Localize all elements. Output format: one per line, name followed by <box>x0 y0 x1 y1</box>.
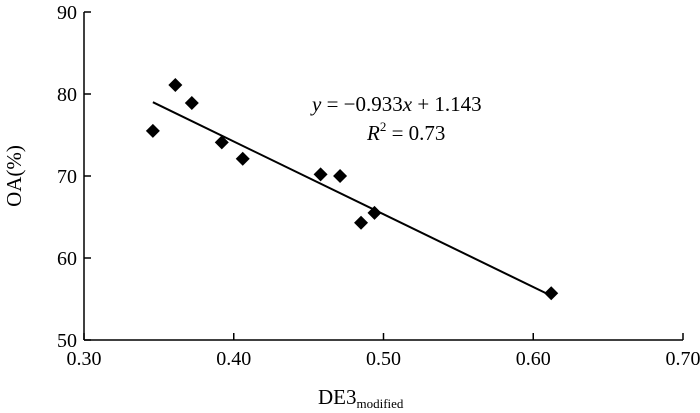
data-point <box>333 169 348 183</box>
x-tick-label: 0.30 <box>67 348 102 370</box>
x-axis-title: DE3modified <box>318 385 404 411</box>
data-point <box>544 286 559 301</box>
x-tick-label: 0.50 <box>366 348 401 370</box>
trend-line <box>152 101 552 297</box>
y-axis-title: OA(%) <box>2 145 26 207</box>
y-tick-label: 60 <box>57 248 77 270</box>
y-tick-label: 80 <box>57 84 77 106</box>
data-point <box>313 167 328 182</box>
data-points <box>145 77 559 301</box>
equation-annotation: y = −0.933x + 1.143 <box>310 92 482 116</box>
x-tick-label: 0.70 <box>666 348 700 370</box>
y-ticks: 50 60 70 80 90 <box>57 2 91 352</box>
y-tick-label: 50 <box>57 330 77 352</box>
x-ticks: 0.30 0.40 0.50 0.60 0.70 <box>67 333 700 370</box>
data-point <box>168 77 183 92</box>
data-point <box>354 215 369 230</box>
data-point <box>145 123 160 138</box>
y-tick-label: 90 <box>57 2 77 24</box>
r-squared-annotation: R2 = 0.73 <box>366 119 445 145</box>
x-tick-label: 0.40 <box>216 348 251 370</box>
data-point <box>367 205 382 220</box>
data-point <box>184 96 199 111</box>
y-tick-label: 70 <box>57 166 77 188</box>
x-tick-label: 0.60 <box>516 348 551 370</box>
axes <box>83 12 683 341</box>
data-point <box>235 151 250 166</box>
data-point <box>214 135 229 150</box>
